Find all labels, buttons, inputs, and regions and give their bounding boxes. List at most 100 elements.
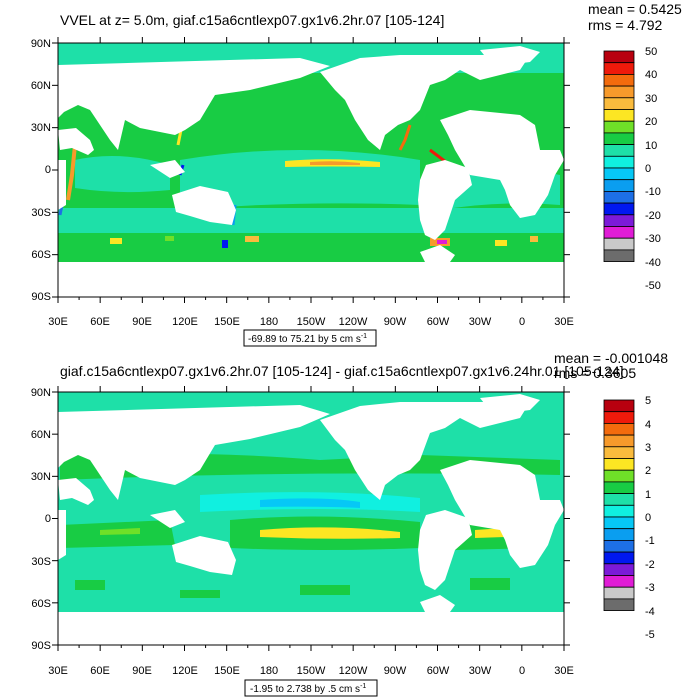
range-box-top: -69.89 to 75.21 by 5 cm s-1: [243, 329, 377, 347]
panel-bottom: giaf.c15a6cntlexp07.gx1v6.2hr.07 [105-12…: [31, 350, 668, 697]
southern-band: [58, 208, 564, 233]
colorbar-swatch: [603, 155, 635, 169]
colorbar-swatch: [603, 74, 635, 87]
lat-labels-bottom: 90N 60N 30N 0 30S 60S 90S: [31, 387, 51, 652]
land-masks-bottom: [58, 394, 564, 645]
lat-label: 90S: [31, 291, 51, 303]
range-label-bottom: -1.95 to 2.738 by .5 cm s-1: [250, 683, 366, 695]
gulf-stream: [398, 124, 412, 151]
colorbar-label: 4: [645, 419, 651, 431]
colorbar-swatch: [603, 249, 635, 262]
colorbar-swatch: [603, 399, 635, 413]
north-america-land: [320, 55, 530, 150]
colorbar-swatch: [603, 528, 635, 541]
lon-label: 120E: [172, 665, 198, 677]
colorbar-label: -3: [645, 582, 655, 594]
colorbar-swatch: [603, 132, 635, 145]
lon-label: 90W: [384, 665, 407, 677]
map-bottom-field: [58, 392, 564, 645]
colorbar-label: 10: [645, 140, 657, 152]
antarctica-land: [58, 262, 564, 297]
greenland-land: [480, 46, 540, 66]
map-bottom-ticks: [52, 386, 570, 651]
range-box-bottom: -1.95 to 2.738 by .5 cm s-1: [244, 679, 378, 697]
colorbar-label: 40: [645, 69, 657, 81]
colorbar-swatch: [603, 540, 635, 553]
lat-label: 30N: [31, 122, 51, 134]
somali-current: [66, 144, 77, 201]
lon-label: 30W: [469, 316, 492, 328]
lat-label: 30S: [31, 556, 51, 568]
atlantic-yellow-streak: [475, 528, 505, 538]
colorbar-label: 1: [645, 489, 651, 501]
colorbar-swatch: [603, 97, 635, 110]
arabia-land: [58, 128, 94, 155]
colorbar-swatch: [603, 458, 635, 471]
lat-label: 90N: [31, 38, 51, 50]
colorbar-label: 30: [645, 93, 657, 105]
lon-label: 90W: [384, 316, 407, 328]
colorbar-swatch: [603, 434, 635, 448]
equatorial-orange-streak: [310, 161, 360, 165]
south-america-land: [418, 160, 472, 240]
colorbar-swatch: [603, 237, 635, 251]
colorbar-label: -1: [645, 535, 655, 547]
colorbar-swatch: [603, 167, 635, 181]
colorbar-label: -4: [645, 606, 655, 618]
panel-top-mean: mean = 0.5425: [588, 1, 682, 17]
lat-label: 60N: [31, 429, 51, 441]
colorbar-swatch: [603, 575, 635, 588]
africa-europe-land: [440, 110, 564, 218]
colorbar-swatch: [603, 179, 635, 192]
colorbar-swatch: [603, 62, 635, 75]
lon-label: 90E: [132, 316, 152, 328]
antarctic-peninsula-land: [420, 245, 455, 262]
panel-top: VVEL at z= 5.0m, giaf.c15a6cntlexp07.gx1…: [31, 1, 682, 347]
lon-label: 120W: [339, 316, 368, 328]
lon-label: 150W: [297, 316, 326, 328]
colorbar-swatch: [603, 469, 635, 483]
lat-label: 0: [45, 513, 51, 525]
colorbar-label: 5: [645, 395, 651, 407]
lat-label: 0: [45, 164, 51, 176]
colorbar-swatch: [603, 190, 635, 204]
panel-bottom-title: giaf.c15a6cntlexp07.gx1v6.2hr.07 [105-12…: [60, 363, 624, 379]
colorbar-label: -20: [645, 210, 661, 222]
indian-tropical-band: [75, 156, 170, 193]
lon-label: 60W: [427, 316, 450, 328]
panel-top-rms: rms = 4.792: [588, 17, 663, 33]
lon-label: 60E: [90, 316, 110, 328]
australia-land: [172, 186, 236, 225]
indonesia-land: [150, 160, 185, 178]
colorbar-swatch: [603, 422, 635, 436]
colorbar-swatch: [603, 202, 635, 216]
colorbar-label: 20: [645, 116, 657, 128]
lon-label: 60W: [427, 665, 450, 677]
colorbar-swatch: [603, 144, 635, 157]
colorbar-bottom-labels: 5 4 3 2 1 0 -1 -2 -3 -4 -5: [645, 395, 655, 641]
colorbar-swatch: [603, 481, 635, 494]
lon-label: 120E: [172, 316, 198, 328]
colorbar-swatch: [603, 50, 635, 64]
colorbar-bottom: [603, 399, 635, 612]
lon-label: 120W: [339, 665, 368, 677]
colorbar-label: -2: [645, 559, 655, 571]
map-top-field: [58, 43, 564, 297]
colorbar-swatch: [603, 446, 635, 459]
colorbar-swatch: [603, 504, 635, 518]
lon-labels-top: 30E 60E 90E 120E 150E 180 150W 120W 90W …: [48, 316, 574, 328]
colorbar-label: 0: [645, 512, 651, 524]
panel-top-title: VVEL at z= 5.0m, giaf.c15a6cntlexp07.gx1…: [60, 12, 444, 28]
lat-label: 60N: [31, 80, 51, 92]
land-masks-top: [58, 46, 564, 297]
colorbar-swatch: [603, 563, 635, 576]
lon-label: 150W: [297, 665, 326, 677]
lat-label: 60S: [31, 249, 51, 261]
colorbar-swatch: [603, 214, 635, 227]
lon-label: 30E: [48, 316, 68, 328]
colorbar-label: -30: [645, 233, 661, 245]
pacific-yellow-streak: [260, 527, 400, 539]
colorbar-label: -50: [645, 280, 661, 292]
panel-bottom-mean: mean = -0.001048: [554, 350, 668, 366]
